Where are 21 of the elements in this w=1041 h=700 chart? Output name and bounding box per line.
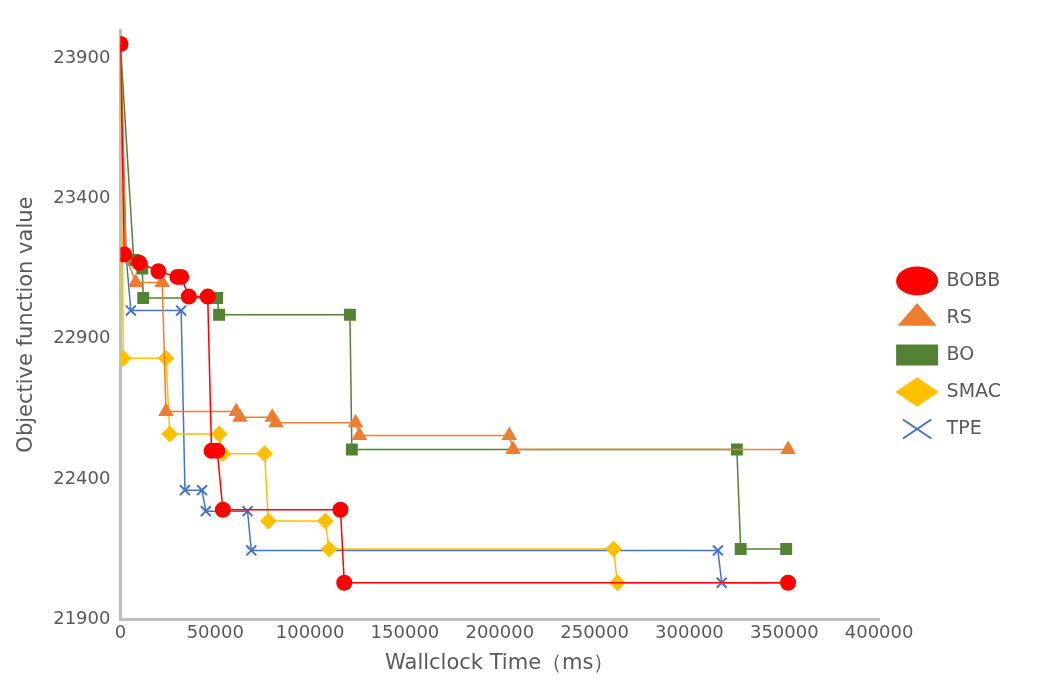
- x-tick-label: 400000: [844, 620, 914, 642]
- x-tick-label: 350000: [749, 620, 819, 642]
- x-tick-label: 300000: [655, 620, 724, 642]
- x-tick-label: 50000: [186, 620, 244, 642]
- y-tick-label: 21900: [53, 606, 111, 628]
- legend-label: BOBB: [946, 267, 1001, 290]
- y-axis-title: Objective function value: [13, 196, 38, 453]
- legend-label: SMAC: [946, 378, 1002, 401]
- x-tick-label: 200000: [465, 620, 535, 642]
- legend-label: TPE: [945, 415, 982, 438]
- x-tick-label: 100000: [275, 620, 345, 642]
- y-tick-label: 22900: [53, 326, 111, 348]
- x-tick-label: 250000: [560, 620, 629, 642]
- x-tick-label: 0: [114, 620, 127, 642]
- x-tick-label: 150000: [370, 620, 440, 642]
- legend-label: BO: [946, 341, 975, 364]
- x-axis-title: Wallclock Time（ms）: [385, 649, 615, 674]
- y-tick-label: 23400: [53, 186, 111, 208]
- y-tick-label: 22400: [53, 466, 111, 488]
- y-tick-label: 23900: [53, 45, 111, 67]
- legend-label: RS: [946, 304, 972, 327]
